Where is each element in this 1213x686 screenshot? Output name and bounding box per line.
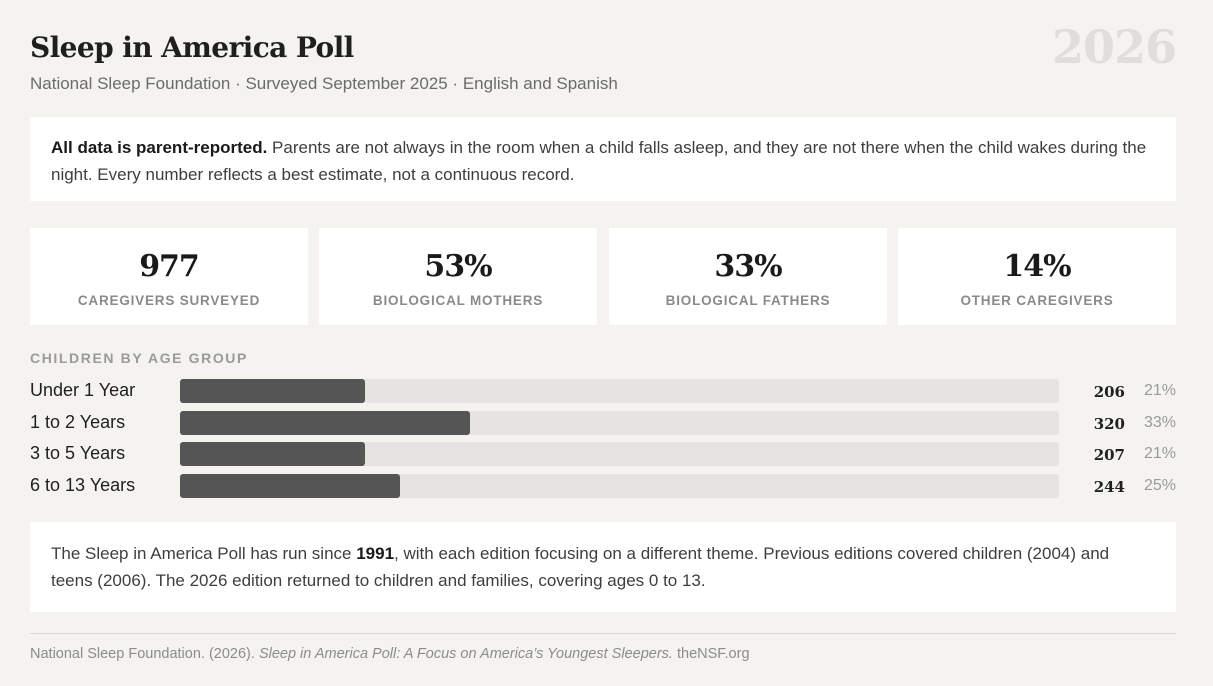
data-note-lead: All data is parent-reported.	[51, 138, 268, 157]
stat-label: CAREGIVERS SURVEYED	[77, 293, 261, 308]
bar-track	[180, 442, 1059, 467]
bar-category-label: 3 to 5 Years	[30, 443, 126, 464]
bar-category-label: 6 to 13 Years	[30, 474, 136, 495]
bar-row: Under 1 Year 206 21%	[30, 378, 1176, 404]
edition-year: 2026	[1051, 20, 1177, 74]
bar-percent-label: 21%	[1143, 382, 1176, 399]
bar	[180, 410, 470, 435]
citation-work: Sleep in America Poll: A Focus on Americ…	[258, 646, 673, 662]
bar-value-label: 207	[1093, 446, 1125, 465]
divider	[30, 633, 1176, 634]
bar-category-label: Under 1 Year	[30, 380, 136, 400]
stat-card-other: 14% OTHER CAREGIVERS	[898, 228, 1176, 325]
history-note-before: The Sleep in America Poll has run since	[51, 544, 357, 563]
bar-value-label: 206	[1093, 383, 1125, 401]
bar-track	[180, 379, 1059, 403]
page-subtitle: National Sleep Foundation · Surveyed Sep…	[30, 74, 618, 93]
stat-value: 33%	[714, 249, 782, 284]
stat-card-fathers: 33% BIOLOGICAL FATHERS	[609, 228, 887, 325]
stat-value: 977	[139, 249, 200, 284]
citation-site: theNSF.org	[672, 646, 750, 662]
bar-percent-label: 33%	[1143, 413, 1176, 431]
stat-label: BIOLOGICAL MOTHERS	[372, 293, 544, 308]
history-note-year: 1991	[356, 544, 395, 563]
age-group-bar-chart: Under 1 Year 206 21% 1 to 2 Years 320 33% 3 to…	[30, 378, 1176, 502]
bar-track	[180, 410, 1059, 435]
bar	[180, 379, 365, 403]
bar	[180, 473, 400, 498]
bar-value-label: 244	[1093, 477, 1125, 496]
bar-percent-label: 21%	[1143, 445, 1176, 463]
bar-value-label: 320	[1093, 414, 1125, 433]
page: Sleep in America Poll National Sleep Fou…	[30, 0, 1177, 662]
bar	[180, 442, 365, 467]
bar-track	[180, 473, 1059, 498]
history-note-after: , with each edition focusing on a differ…	[51, 544, 1110, 590]
citation-author: National Sleep Foundation. (2026).	[30, 646, 259, 662]
data-note-card: All data is parent-reported. Parents are…	[30, 117, 1176, 201]
bar-row: 1 to 2 Years 320 33%	[30, 410, 1176, 436]
header: Sleep in America Poll National Sleep Fou…	[30, 0, 1177, 117]
history-note-card: The Sleep in America Poll has run since …	[30, 522, 1176, 612]
stat-card-mothers: 53% BIOLOGICAL MOTHERS	[319, 228, 597, 325]
stat-card-caregivers: 977 CAREGIVERS SURVEYED	[30, 228, 308, 325]
stats-row: 977 CAREGIVERS SURVEYED 53% BIOLOGICAL M…	[30, 228, 1176, 325]
bar-row: 3 to 5 Years 207 21%	[30, 441, 1176, 467]
stat-label: OTHER CAREGIVERS	[960, 293, 1114, 308]
data-note-text: Parents are not always in the room when …	[51, 138, 1147, 184]
bar-category-label: 1 to 2 Years	[30, 411, 126, 432]
stat-value: 14%	[1003, 249, 1071, 284]
citation: National Sleep Foundation. (2026). Sleep…	[30, 646, 750, 662]
bar-percent-label: 25%	[1143, 476, 1176, 494]
page-title: Sleep in America Poll	[30, 31, 354, 64]
stat-label: BIOLOGICAL FATHERS	[665, 293, 831, 308]
chart-title: CHILDREN BY AGE GROUP	[30, 350, 248, 366]
stat-value: 53%	[424, 249, 492, 284]
bar-row: 6 to 13 Years 244 25%	[30, 473, 1176, 499]
